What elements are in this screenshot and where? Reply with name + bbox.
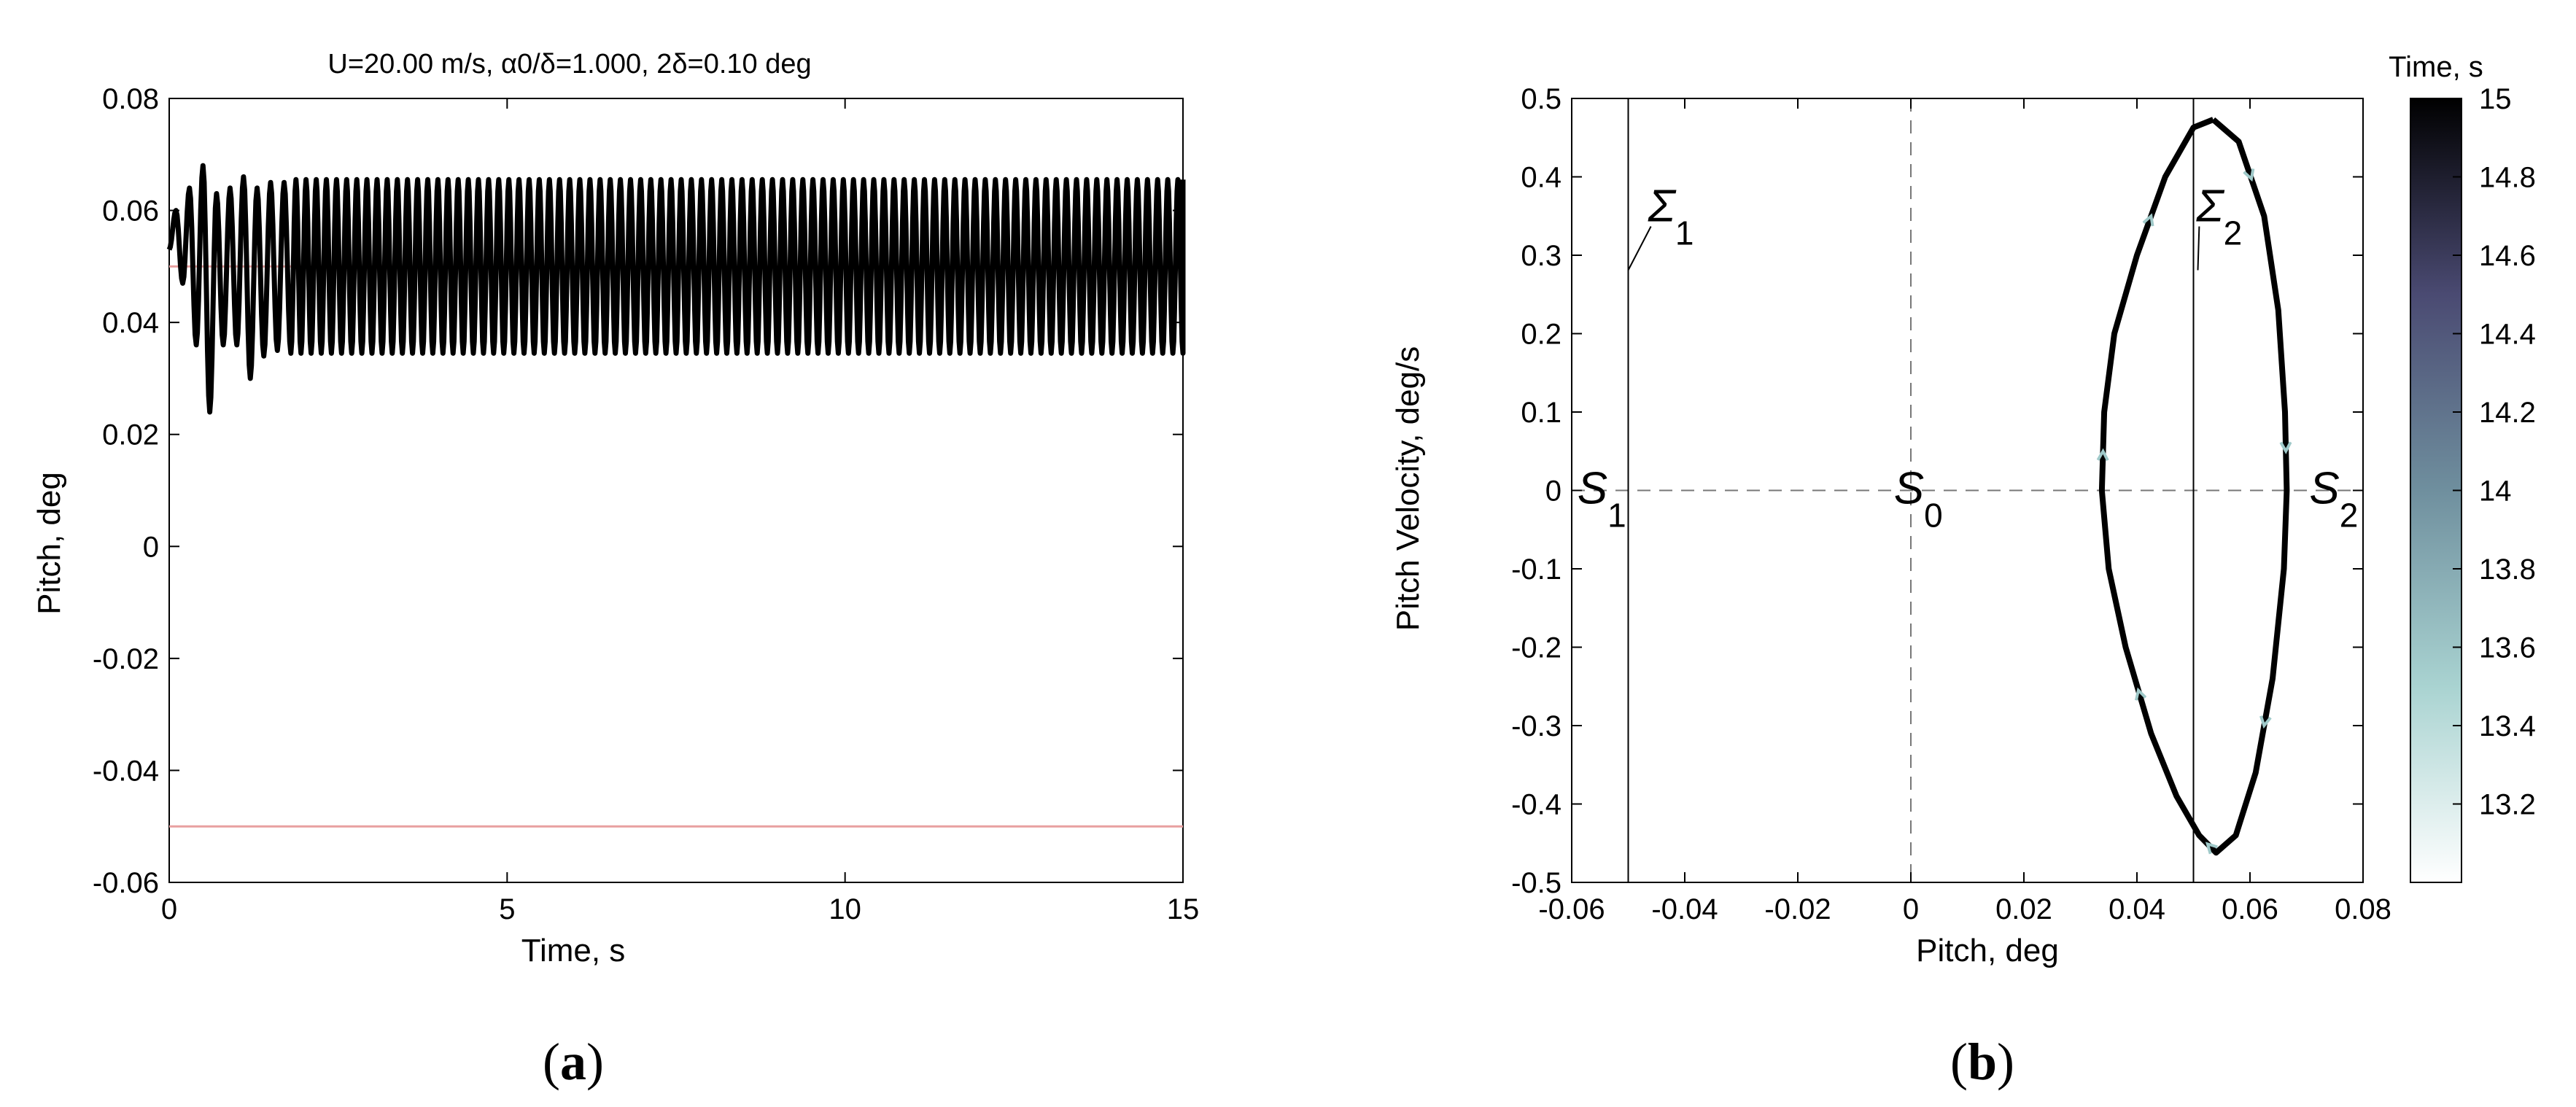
panel-b-caption-open: ( (1950, 1033, 1968, 1091)
panel-b-region-label-main: S (1894, 464, 1924, 514)
panel-b-y-tick-label: 0.5 (1521, 83, 1561, 115)
panel-b-y-tick-label: 0.2 (1521, 319, 1561, 351)
panel-a-y-tick-label: -0.02 (93, 643, 159, 675)
panel-b-trajectory (2098, 117, 2290, 856)
panel-b-direction-arrow (2205, 842, 2218, 855)
panel-a-frame (168, 98, 1184, 883)
panel-b-caption-close: ) (1997, 1033, 2014, 1091)
panel-a-x-tick-label: 10 (829, 893, 861, 925)
panel-b-direction-arrow (2142, 213, 2154, 227)
panel-a-pitch-series (166, 163, 1186, 415)
panel-a-chart: U=20.00 m/s, α0/δ=1.000, 2δ=0.10 deg 0 5 1… (31, 49, 1199, 1091)
panel-a-y-tick-label: 0 (143, 531, 159, 563)
panel-a-caption-open: ( (543, 1033, 560, 1091)
panel-b-region-label-4: Σ2 (2195, 182, 2242, 252)
panel-b-y-tick-label: -0.2 (1511, 632, 1561, 664)
panel-b-x-tick-label: -0.06 (1538, 893, 1605, 925)
panel-b-colorbar-scale (2410, 98, 2462, 883)
panel-b-sigma-leader (2197, 226, 2200, 271)
panel-b-region-label-sub: 1 (1675, 214, 1694, 252)
panel-b-caption: (b) (1950, 1033, 2014, 1091)
panel-a-x-tick-label: 0 (161, 893, 177, 925)
panel-b-x-tick-label: 0 (1903, 893, 1919, 925)
panel-a-y-tick-label: -0.04 (93, 755, 159, 787)
panel-b-y-tick-label: 0.1 (1521, 397, 1561, 429)
panel-b-y-axis-label: Pitch Velocity, deg/s (1390, 346, 1426, 632)
panel-b-colorbar-tick-label: 14 (2479, 475, 2512, 508)
panel-b-region-label-sub: 0 (1924, 497, 1943, 535)
panel-a-y-tick-label: 0.04 (102, 307, 159, 339)
panel-b-region-label-sub: 1 (1607, 497, 1626, 535)
panel-b-region-label-sub: 2 (2224, 214, 2243, 252)
panel-b-colorbar-tick-label: 13.8 (2479, 554, 2536, 586)
panel-b-region-label-1: S0 (1894, 464, 1943, 535)
panel-b-region-label-3: Σ1 (1648, 182, 1694, 252)
panel-b-colorbar: Time, s 13.2 13.4 13.6 13.8 14 14.2 14.4 14.6 14.… (2389, 51, 2536, 883)
panel-b-direction-arrow (2279, 441, 2292, 454)
panel-a-caption: (a) (543, 1033, 604, 1091)
panel-a-caption-close: ) (586, 1033, 604, 1091)
panel-b-colorbar-title: Time, s (2389, 51, 2483, 83)
panel-b-y-tick-label: 0.4 (1521, 162, 1561, 194)
panel-a-y-tick-label: 0.08 (102, 83, 159, 115)
panel-b-colorbar-tick-label: 13.4 (2479, 710, 2536, 742)
panel-b-region-label-main: S (2309, 464, 2339, 514)
panel-a-x-axis-label: Time, s (521, 933, 626, 968)
panel-a-y-tick-label: -0.06 (93, 867, 159, 899)
panel-b-y-tick-label: -0.5 (1511, 867, 1561, 899)
panel-b-colorbar-tick-label: 14.8 (2479, 162, 2536, 194)
panel-b-colorbar-tick-label: 13.6 (2479, 632, 2536, 664)
panel-b-x-axis-label: Pitch, deg (1916, 933, 2059, 968)
panel-b-y-tick-label: -0.4 (1511, 789, 1561, 821)
panel-b-region-label-0: S1 (1578, 464, 1626, 535)
panel-b-chart: -0.06 -0.04 -0.02 0 0.02 0.04 0.06 0.08 -0.5 -0.4… (1390, 51, 2536, 1091)
panel-b-x-tick-label: -0.04 (1651, 893, 1718, 925)
panel-a-y-tick-label: 0.02 (102, 419, 159, 451)
panel-b-direction-arrow (2096, 448, 2109, 462)
panel-b-y-tick-label: -0.3 (1511, 710, 1561, 742)
panel-a-y-tick-label: 0.06 (102, 195, 159, 228)
panel-b-caption-letter: b (1968, 1033, 1997, 1091)
panel-b-x-tick-label: 0.08 (2335, 893, 2391, 925)
panel-b-region-label-main: Σ (2195, 182, 2224, 232)
panel-b-sigma-leader (1627, 226, 1652, 271)
panel-b-x-tick-label: 0.04 (2108, 893, 2165, 925)
panel-b-region-label-sub: 2 (2340, 497, 2359, 535)
panel-a-y-axis-label: Pitch, deg (31, 472, 67, 615)
panel-b-direction-arrow (2135, 687, 2147, 701)
panel-b-colorbar-tick-label: 13.2 (2479, 789, 2536, 821)
panel-b-colorbar-tick-label: 14.4 (2479, 319, 2536, 351)
panel-b-colorbar-tick-label: 14.2 (2479, 397, 2536, 429)
panel-a-x-tick-label: 5 (499, 893, 515, 925)
panel-b-colorbar-tick-label: 14.6 (2479, 240, 2536, 272)
panel-b-plot-area: -0.06 -0.04 -0.02 0 0.02 0.04 0.06 0.08 -0.5 -0.4… (1511, 83, 2391, 925)
panel-b-region-label-main: Σ (1648, 182, 1677, 232)
panel-b-x-tick-label: -0.02 (1764, 893, 1831, 925)
panel-a-plot-area: 0 5 10 15 -0.06 -0.04 -0.02 0 0.02 0.04 0.06 0.08 (93, 83, 1199, 925)
panel-b-direction-arrow (2259, 715, 2272, 729)
panel-a-title: U=20.00 m/s, α0/δ=1.000, 2δ=0.10 deg (327, 49, 811, 79)
panel-b-region-label-2: S2 (2309, 464, 2358, 535)
panel-b-direction-arrow (2243, 168, 2255, 182)
panel-b-y-tick-label: 0 (1545, 475, 1561, 508)
panel-b-region-label-main: S (1578, 464, 1607, 514)
panel-a-x-tick-label: 15 (1167, 893, 1200, 925)
panel-b-y-tick-label: 0.3 (1521, 240, 1561, 272)
panel-b-colorbar-tick-label: 15 (2479, 83, 2512, 115)
panel-b-x-tick-label: 0.06 (2222, 893, 2278, 925)
panel-b-x-tick-label: 0.02 (1995, 893, 2052, 925)
panel-a-caption-letter: a (560, 1033, 586, 1091)
panel-b-y-tick-label: -0.1 (1511, 554, 1561, 586)
